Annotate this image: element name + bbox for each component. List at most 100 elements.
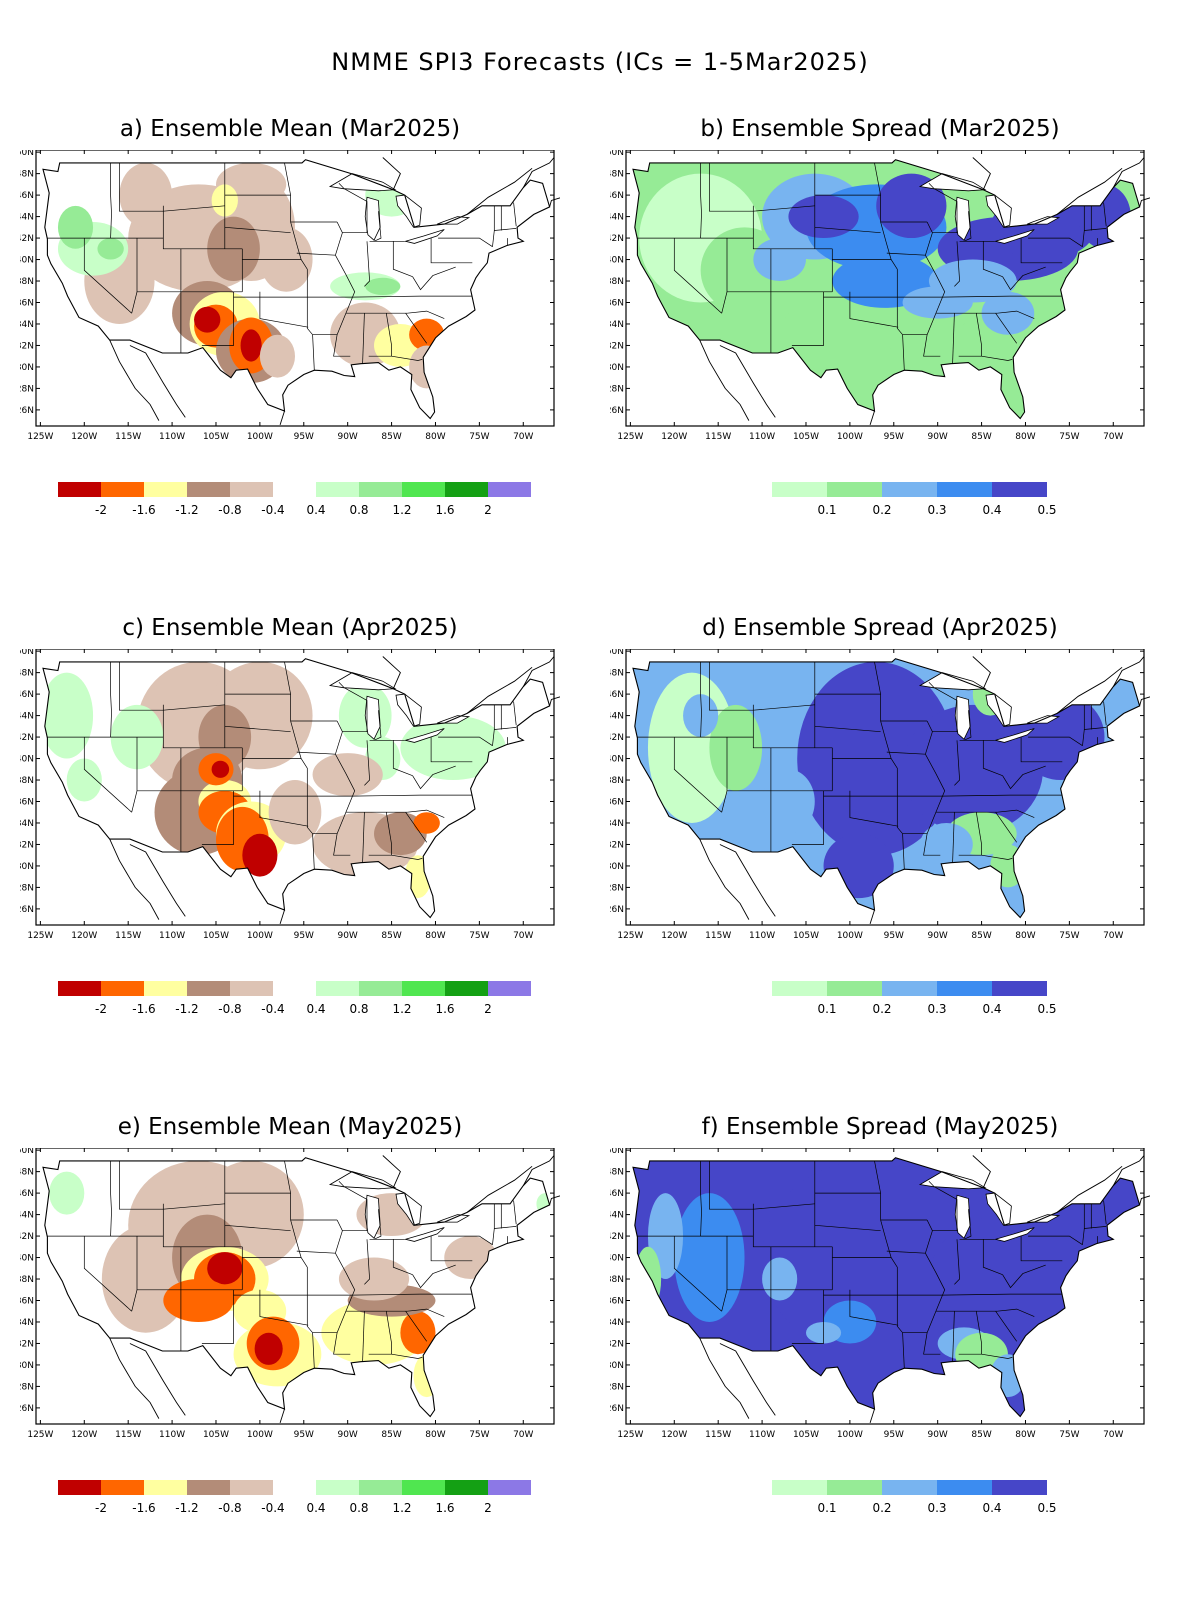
lat-tick-label: 48N bbox=[610, 170, 624, 180]
colorbar-label: -2 bbox=[95, 1002, 107, 1016]
lake bbox=[994, 229, 1035, 244]
anomaly-region bbox=[413, 812, 440, 834]
anomaly-region bbox=[43, 672, 94, 759]
lon-tick-label: 70W bbox=[1103, 432, 1123, 442]
lake bbox=[985, 693, 1012, 727]
map-frame bbox=[35, 150, 555, 427]
lon-tick-label: 75W bbox=[469, 432, 489, 442]
lake bbox=[404, 1227, 445, 1242]
state-borders bbox=[47, 1160, 517, 1369]
lake bbox=[395, 693, 422, 727]
lon-tick-label: 70W bbox=[513, 1430, 533, 1440]
lon-tick-label: 100W bbox=[837, 1430, 863, 1440]
lon-tick-label: 95W bbox=[884, 931, 904, 941]
colorbar-swatch bbox=[101, 482, 144, 497]
panel-title: b) Ensemble Spread (Mar2025) bbox=[700, 116, 1060, 142]
lat-tick-label: 26N bbox=[20, 1404, 34, 1414]
lon-tick-label: 75W bbox=[469, 931, 489, 941]
anomaly-region bbox=[242, 833, 278, 877]
colorbar-label: 0.8 bbox=[349, 503, 368, 517]
lat-tick-label: 50N bbox=[610, 1148, 624, 1156]
panel-title: f) Ensemble Spread (May2025) bbox=[701, 1114, 1059, 1140]
lake bbox=[994, 728, 1035, 743]
colorbar-swatch bbox=[144, 981, 187, 996]
lat-tick-label: 48N bbox=[20, 170, 34, 180]
lon-tick-label: 100W bbox=[837, 931, 863, 941]
neighbor-coast bbox=[109, 656, 560, 925]
colorbar-swatch bbox=[58, 482, 101, 497]
lat-tick-label: 38N bbox=[610, 1275, 624, 1285]
colorbar-label: 0.4 bbox=[306, 503, 325, 517]
spread-region bbox=[981, 291, 1035, 335]
colorbar-swatch bbox=[359, 1480, 402, 1495]
lat-tick-label: 26N bbox=[20, 905, 34, 915]
anomaly-region bbox=[259, 334, 295, 378]
lon-tick-label: 105W bbox=[203, 432, 229, 442]
panel-title: d) Ensemble Spread (Apr2025) bbox=[702, 615, 1058, 641]
lon-tick-label: 70W bbox=[1103, 931, 1123, 941]
state-borders bbox=[637, 661, 1107, 870]
lon-tick-label: 95W bbox=[294, 432, 314, 442]
lat-tick-label: 48N bbox=[20, 669, 34, 679]
lon-tick-label: 115W bbox=[705, 931, 731, 941]
figure-title: NMME SPI3 Forecasts (ICs = 1-5Mar2025) bbox=[331, 48, 869, 76]
lon-tick-label: 110W bbox=[749, 931, 775, 941]
lat-tick-label: 28N bbox=[20, 384, 34, 394]
lon-tick-label: 95W bbox=[294, 931, 314, 941]
lon-tick-label: 75W bbox=[469, 1430, 489, 1440]
colorbar-mean: -2 -1.6 -1.2 -0.8 -0.4 0.4 0.8 1.2 1.6 2 bbox=[58, 981, 531, 1016]
lat-tick-label: 50N bbox=[20, 649, 34, 657]
state-borders bbox=[637, 1160, 1107, 1369]
state-borders bbox=[47, 661, 517, 870]
lake bbox=[395, 194, 422, 228]
colorbar-spread: 0.1 0.2 0.3 0.4 0.5 bbox=[772, 981, 1057, 1016]
lat-tick-label: 42N bbox=[20, 234, 34, 244]
state-borders bbox=[47, 162, 517, 371]
lat-tick-label: 34N bbox=[610, 819, 624, 829]
lat-tick-label: 50N bbox=[20, 1148, 34, 1156]
lat-tick-label: 46N bbox=[610, 1189, 624, 1199]
lat-tick-label: 26N bbox=[610, 1404, 624, 1414]
colorbar-label: 2 bbox=[484, 1002, 492, 1016]
panel-c: c) Ensemble Mean (Apr2025) 125W 120W 115W 1… bbox=[20, 615, 560, 1035]
lake bbox=[985, 194, 1012, 228]
lat-tick-label: 38N bbox=[20, 1275, 34, 1285]
colorbar-swatch bbox=[772, 482, 827, 497]
colorbar-swatch bbox=[488, 482, 531, 497]
colorbar-label: 0.4 bbox=[306, 1002, 325, 1016]
lon-tick-label: 125W bbox=[617, 931, 643, 941]
lon-tick-label: 115W bbox=[705, 1430, 731, 1440]
panel-title: a) Ensemble Mean (Mar2025) bbox=[119, 116, 461, 142]
lon-tick-label: 115W bbox=[705, 432, 731, 442]
colorbar-label: 1.6 bbox=[435, 503, 454, 517]
colorbar-label: 0.4 bbox=[982, 1501, 1001, 1515]
lon-tick-label: 85W bbox=[971, 432, 991, 442]
spread-region bbox=[709, 704, 763, 791]
colorbar-swatch bbox=[144, 1480, 187, 1495]
lat-tick-label: 44N bbox=[610, 712, 624, 722]
lon-tick-label: 125W bbox=[617, 432, 643, 442]
colorbar-label: -1.2 bbox=[175, 503, 198, 517]
spread-region bbox=[753, 238, 806, 282]
panel-d: d) Ensemble Spread (Apr2025) 125W 120W 115… bbox=[610, 615, 1150, 1035]
anomaly-region bbox=[194, 306, 221, 333]
lon-tick-label: 85W bbox=[381, 432, 401, 442]
lat-tick-label: 46N bbox=[610, 191, 624, 201]
lon-tick-label: 110W bbox=[749, 1430, 775, 1440]
map-frame bbox=[35, 649, 555, 926]
lon-tick-label: 95W bbox=[884, 1430, 904, 1440]
colorbar-label: 2 bbox=[484, 1501, 492, 1515]
lat-tick-label: 44N bbox=[20, 213, 34, 223]
spread-region bbox=[762, 769, 815, 834]
lake bbox=[364, 196, 381, 241]
lat-tick-label: 30N bbox=[610, 862, 624, 872]
spread-region bbox=[920, 822, 973, 866]
lake bbox=[994, 1227, 1035, 1242]
lat-tick-label: 40N bbox=[610, 256, 624, 266]
lon-tick-label: 100W bbox=[247, 931, 273, 941]
colorbar-swatch bbox=[359, 482, 402, 497]
lake bbox=[954, 196, 971, 241]
neighbor-coast bbox=[699, 1155, 1150, 1424]
anomaly-region bbox=[66, 758, 102, 802]
lat-tick-label: 34N bbox=[20, 1318, 34, 1328]
